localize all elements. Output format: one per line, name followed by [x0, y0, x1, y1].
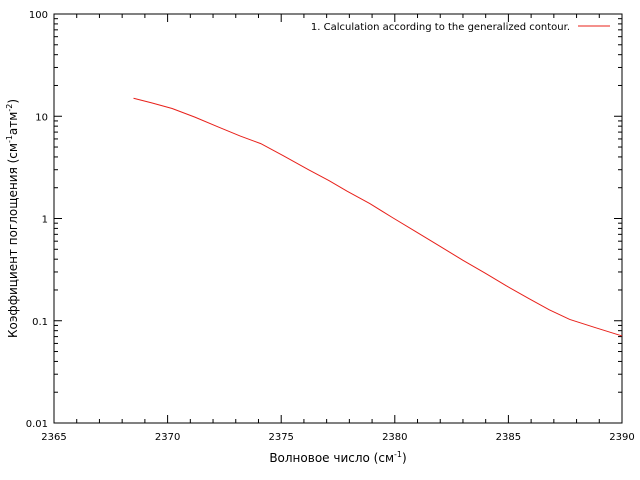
y-tick-label: 1: [42, 215, 48, 226]
series-layer: [133, 97, 623, 337]
legend: 1. Calculation according to the generali…: [311, 22, 610, 33]
x-tick-label: 2375: [268, 432, 293, 443]
y-tick-label: 0.01: [26, 419, 48, 430]
x-tick-label: 2380: [382, 432, 407, 443]
x-tick-label: 2370: [155, 432, 180, 443]
x-axis-label-superscript: -1: [394, 450, 402, 459]
y-tick-label: 0.1: [32, 317, 48, 328]
series-line: [133, 97, 623, 337]
x-tick-label: 2390: [609, 432, 634, 443]
y-axis-label-superscript-1: -1: [5, 135, 14, 143]
x-tick-label: 2365: [41, 432, 66, 443]
x-tick-label: 2385: [496, 432, 521, 443]
y-tick-label: 10: [35, 112, 48, 123]
x-axis-label-main: Волновое число (см: [269, 451, 394, 465]
y-tick-label: 100: [29, 10, 48, 21]
x-axis-label-end: ): [402, 451, 407, 465]
y-axis-label-superscript-2: -2: [5, 104, 14, 112]
y-axis-label-main: Коэффициент поглощения (см: [6, 143, 20, 338]
y-axis-label: Коэффициент поглощения (см-1атм-2): [5, 99, 20, 338]
legend-entry-label: 1. Calculation according to the generali…: [311, 22, 570, 33]
y-axis-label-end: ): [6, 99, 20, 104]
plot-frame: [53, 13, 623, 424]
x-axis-label: Волновое число (см-1): [269, 450, 406, 465]
y-axis-label-mid: атм: [6, 112, 20, 135]
